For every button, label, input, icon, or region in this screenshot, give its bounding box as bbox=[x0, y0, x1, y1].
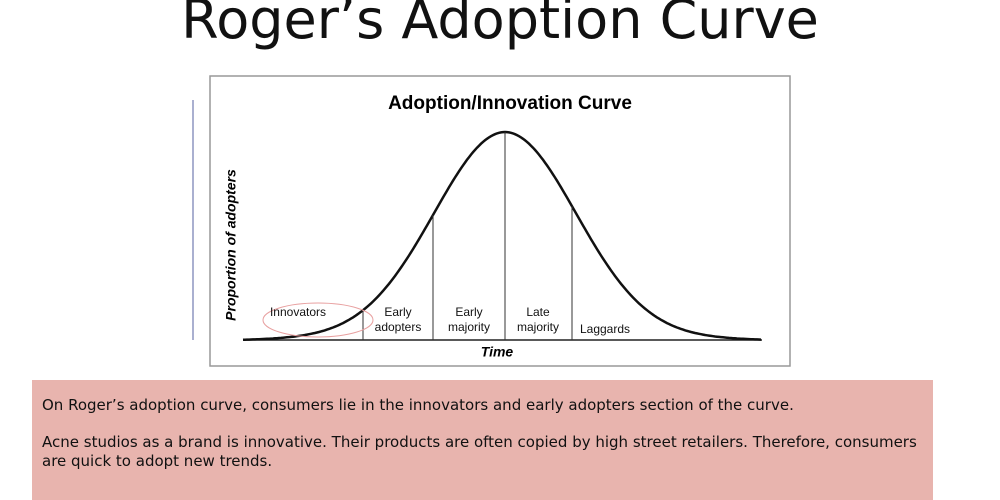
segment-label: Laggards bbox=[579, 322, 631, 336]
slide-title: Roger’s Adoption Curve bbox=[181, 0, 819, 51]
text-box: On Roger’s adoption curve, consumers lie… bbox=[32, 380, 933, 500]
x-label: Time bbox=[481, 344, 514, 360]
diagram-frame bbox=[209, 75, 791, 367]
y-label: Proportion of adopters bbox=[223, 169, 239, 321]
segment-label: Early adopters bbox=[374, 305, 422, 334]
dividers bbox=[362, 132, 573, 340]
segment-label: Late majority bbox=[516, 305, 559, 334]
highlight-ellipse bbox=[262, 302, 374, 338]
diagram: Adoption/Innovation Curve Proportion of … bbox=[192, 75, 791, 367]
segment-label: Innovators bbox=[269, 305, 327, 319]
diagram-title: Adoption/Innovation Curve bbox=[388, 93, 632, 114]
paragraph: On Roger’s adoption curve, consumers lie… bbox=[42, 396, 794, 414]
paragraph: Acne studios as a brand is innovative. T… bbox=[42, 433, 917, 470]
segment-label: Early majority bbox=[447, 305, 490, 334]
bell-curve bbox=[242, 130, 762, 342]
